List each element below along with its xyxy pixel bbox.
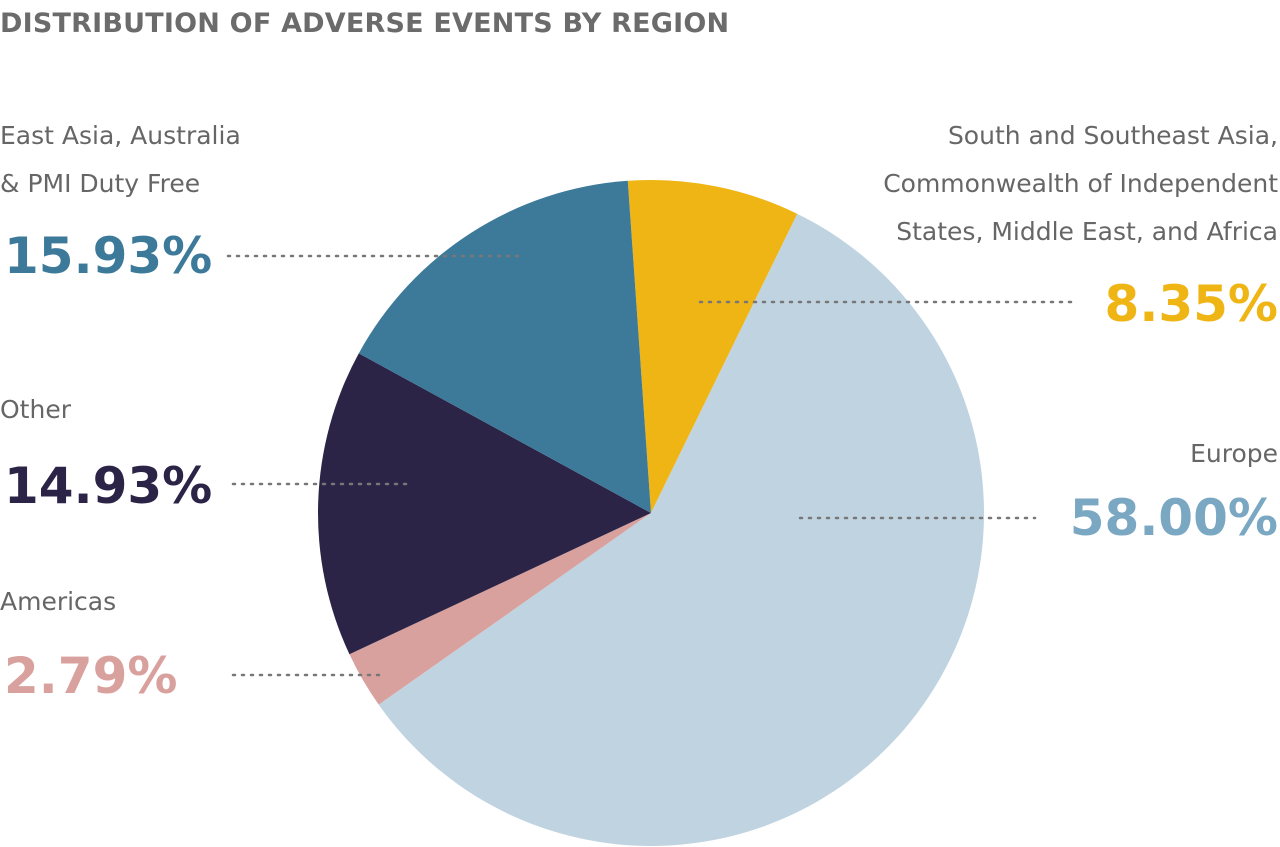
- slice-other: [318, 353, 651, 655]
- label-sseaa: South and Southeast Asia, Commonwealth o…: [883, 112, 1278, 256]
- label-east-asia: East Asia, Australia & PMI Duty Free: [0, 112, 241, 208]
- pct-sseaa: 8.35%: [1104, 275, 1278, 333]
- pct-east-asia: 15.93%: [4, 227, 213, 285]
- slice-sseaa: [627, 180, 798, 513]
- label-americas: Americas: [0, 587, 117, 616]
- slice-east-asia: [358, 180, 651, 514]
- chart-title: DISTRIBUTION OF ADVERSE EVENTS BY REGION: [0, 8, 730, 39]
- label-line: East Asia, Australia: [0, 121, 241, 150]
- label-line: Commonwealth of Independent: [883, 169, 1278, 198]
- label-other: Other: [0, 395, 71, 424]
- slice-americas: [349, 513, 651, 705]
- label-line: States, Middle East, and Africa: [896, 217, 1278, 246]
- label-line: & PMI Duty Free: [0, 169, 201, 198]
- label-europe: Europe: [1190, 439, 1278, 468]
- pct-europe: 58.00%: [1069, 489, 1278, 547]
- pct-other: 14.93%: [4, 457, 213, 515]
- slice-europe: [378, 213, 985, 847]
- label-line: South and Southeast Asia,: [947, 121, 1278, 150]
- pct-americas: 2.79%: [4, 647, 178, 705]
